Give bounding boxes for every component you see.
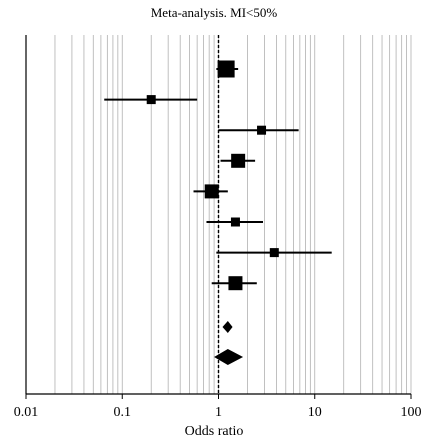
axes bbox=[25, 35, 412, 399]
data-marks bbox=[104, 60, 332, 365]
study-point bbox=[257, 125, 267, 135]
grid-lines bbox=[25, 35, 412, 394]
study-point bbox=[146, 95, 156, 105]
x-axis-label: Odds ratio bbox=[184, 424, 244, 439]
study-point bbox=[217, 60, 235, 78]
pooled-diamond bbox=[222, 321, 233, 333]
study-point bbox=[269, 248, 279, 258]
x-tick-label: 10 bbox=[308, 405, 322, 420]
study-point bbox=[204, 184, 219, 199]
chart-title: Meta-analysis. MI<50% bbox=[150, 5, 278, 20]
x-tick-label: 0.01 bbox=[14, 405, 39, 420]
pooled-diamond bbox=[214, 349, 244, 365]
x-tick-label: 1 bbox=[215, 405, 222, 420]
x-tick-label: 100 bbox=[401, 405, 422, 420]
study-point bbox=[230, 217, 240, 227]
tick-labels: 0.01 0.1 1 10 100 bbox=[14, 405, 422, 420]
study-point bbox=[231, 153, 246, 168]
study-point bbox=[228, 276, 243, 291]
x-tick-label: 0.1 bbox=[114, 405, 132, 420]
